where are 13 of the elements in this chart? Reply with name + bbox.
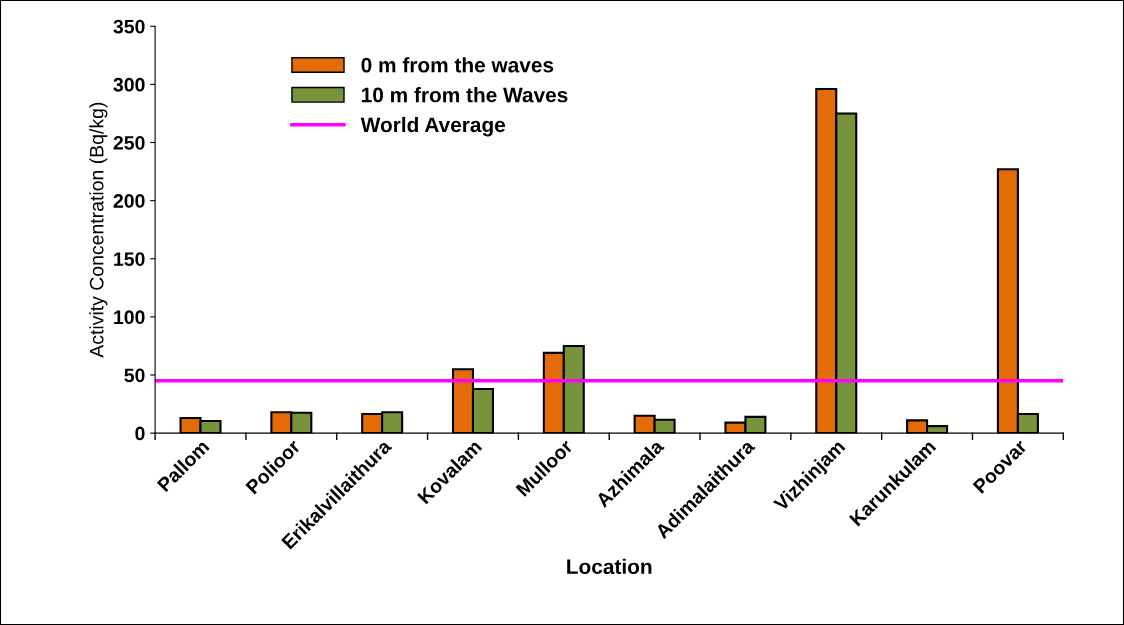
y-tick-label: 200 — [113, 194, 145, 208]
legend-label: World Average — [360, 116, 506, 137]
y-tick-label: 0 — [135, 426, 145, 441]
y-tick-label: 300 — [113, 77, 145, 92]
x-axis-title: Location — [567, 558, 652, 575]
legend-label: 0 m from the waves — [361, 57, 554, 73]
y-tick-label: 350 — [113, 19, 145, 34]
legend-label: 10 m from the Waves — [361, 87, 568, 103]
y-tick-label: 150 — [114, 252, 145, 266]
y-axis-title: Activity Concentration (Bq/kg) — [89, 102, 108, 358]
y-tick-label: 100 — [114, 310, 145, 325]
y-tick-label: 250 — [113, 135, 145, 150]
y-tick-label: 50 — [124, 368, 145, 383]
